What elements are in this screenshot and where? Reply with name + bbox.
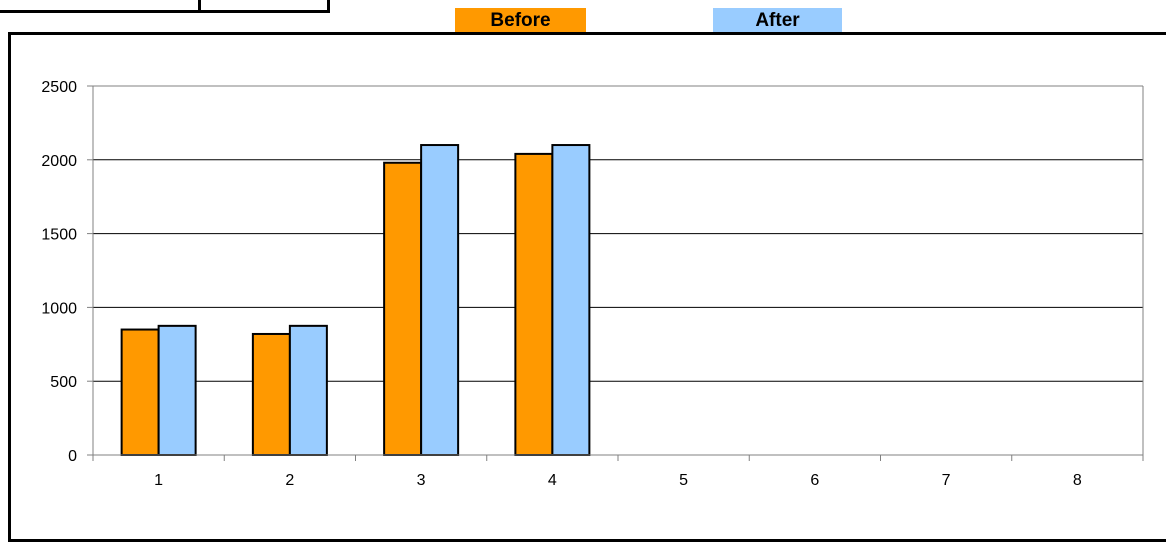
legend-before-label: Before bbox=[490, 10, 551, 31]
bar-before-4 bbox=[514, 152, 554, 456]
legend-after-label: After bbox=[755, 10, 800, 31]
y-tick-label: 1000 bbox=[41, 300, 77, 317]
bar-before-3 bbox=[383, 161, 423, 456]
x-tick-label: 6 bbox=[810, 472, 819, 489]
y-tick-label: 2000 bbox=[41, 153, 77, 170]
bar-after-1 bbox=[157, 324, 197, 456]
x-tick-label: 7 bbox=[942, 472, 951, 489]
bar-after-2 bbox=[288, 324, 328, 456]
bar-before-1 bbox=[120, 328, 160, 457]
y-tick-label: 1500 bbox=[41, 227, 77, 244]
legend-after: After bbox=[713, 8, 842, 34]
axes bbox=[87, 85, 1144, 461]
x-tick-label: 4 bbox=[548, 472, 557, 489]
x-tick-label: 1 bbox=[154, 472, 163, 489]
y-tick-label: 500 bbox=[50, 374, 77, 391]
bar-after-3 bbox=[420, 144, 460, 456]
bar-before-2 bbox=[251, 332, 291, 456]
top-table-fragment bbox=[0, 0, 330, 13]
x-tick-label: 5 bbox=[679, 472, 688, 489]
bars bbox=[120, 144, 591, 457]
y-tick-label: 0 bbox=[68, 448, 77, 465]
legend-before: Before bbox=[455, 8, 586, 34]
bar-after-4 bbox=[551, 144, 591, 456]
x-tick-label: 2 bbox=[285, 472, 294, 489]
x-tick-label: 3 bbox=[417, 472, 426, 489]
tick-labels: 0 500 1000 1500 2000 2500 1 2 3 4 5 6 7 8 bbox=[41, 79, 1082, 489]
y-tick-label: 2500 bbox=[41, 79, 77, 96]
x-tick-label: 8 bbox=[1073, 472, 1082, 489]
grid-lines bbox=[93, 85, 1143, 382]
table-fragment-divider bbox=[198, 0, 201, 13]
